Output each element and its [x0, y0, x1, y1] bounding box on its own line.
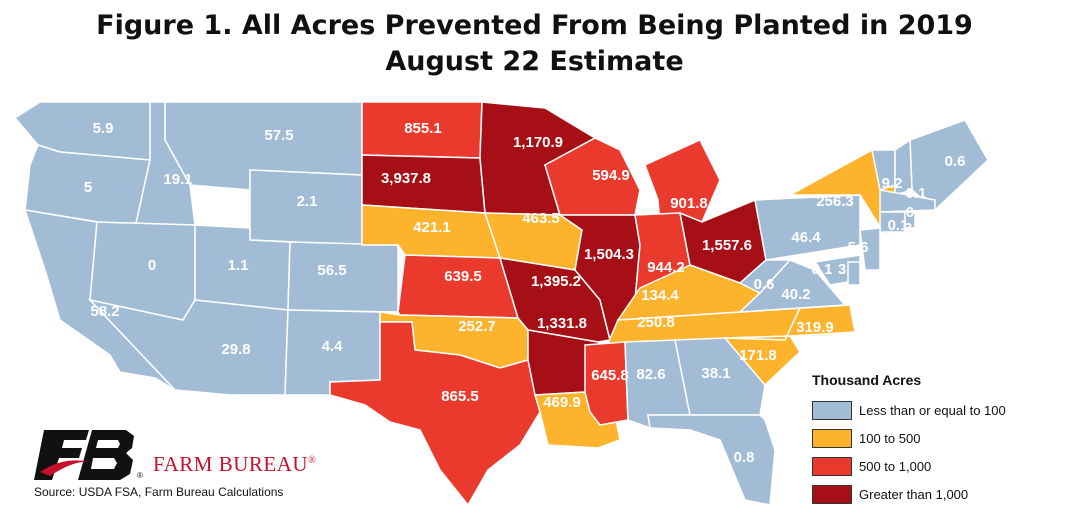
state-ma — [879, 189, 936, 213]
state-label-ar: 1,331.8 — [537, 315, 587, 332]
state-label-oh: 1,557.6 — [702, 237, 752, 254]
state-label-or: 5 — [84, 179, 92, 196]
state-label-de: 3 — [838, 261, 846, 278]
state-ri — [904, 211, 916, 229]
state-label-nj: 5.6 — [848, 239, 869, 256]
state-label-ga: 38.1 — [701, 365, 730, 382]
title-line-1: Figure 1. All Acres Prevented From Being… — [96, 10, 973, 41]
state-label-ma: 0 — [906, 204, 914, 221]
state-mi — [644, 139, 721, 226]
organization-name-text: FARM BUREAU — [153, 452, 309, 476]
organization-name: FARM BUREAU® — [153, 452, 316, 477]
state-label-md: 8.1 — [812, 261, 833, 278]
state-label-nv: 0 — [148, 257, 156, 274]
state-label-ri: 3 — [904, 220, 912, 237]
state-label-la: 469.9 — [543, 394, 581, 411]
state-label-me: 0.6 — [945, 153, 966, 170]
legend-item-mid: 100 to 500 — [812, 424, 1062, 452]
source-note: Source: USDA FSA, Farm Bureau Calculatio… — [34, 485, 284, 499]
state-label-az: 29.8 — [221, 341, 250, 358]
state-de — [847, 261, 861, 286]
state-label-nc: 319.9 — [796, 319, 834, 336]
state-label-ms: 645.8 — [591, 367, 629, 384]
title-line-2: August 22 Estimate — [385, 46, 684, 77]
legend-label-very-high: Greater than 1,000 — [859, 486, 969, 502]
state-wv — [738, 259, 792, 294]
state-label-wi: 594.9 — [592, 167, 630, 184]
state-label-tn: 250.8 — [637, 314, 675, 331]
state-label-ca: 58.2 — [90, 303, 119, 320]
state-label-va: 40.2 — [781, 286, 810, 303]
state-label-al: 82.6 — [636, 366, 665, 383]
state-pa — [754, 194, 861, 261]
state-nc — [724, 304, 856, 341]
state-label-pa: 46.4 — [791, 229, 821, 246]
legend-swatch-low — [812, 400, 852, 420]
state-label-nd: 855.1 — [404, 120, 442, 137]
state-tx — [329, 321, 541, 507]
legend-label-low: Less than or equal to 100 — [859, 402, 1006, 418]
state-shapes — [13, 101, 989, 507]
legend-item-low: Less than or equal to 100 — [812, 396, 1062, 424]
state-label-wa: 5.9 — [93, 120, 114, 137]
state-label-sd: 3,937.8 — [381, 170, 431, 187]
state-label-ny: 256.3 — [816, 193, 854, 210]
state-label-mn: 1,170.9 — [513, 134, 563, 151]
state-label-ne: 421.1 — [413, 219, 451, 236]
legend-swatch-high — [812, 456, 852, 476]
state-ks — [397, 254, 520, 319]
state-label-ut: 1.1 — [228, 257, 249, 274]
chart-title: Figure 1. All Acres Prevented From Being… — [0, 8, 1069, 80]
svg-text:®: ® — [137, 471, 143, 480]
state-label-ky: 134.4 — [641, 287, 679, 304]
legend-label-mid: 100 to 500 — [859, 430, 921, 446]
state-label-ct: 0.1 — [888, 217, 909, 234]
state-labels: 5.9 5 58.2 19.1 0 57.5 2.1 1.1 56.5 29.8 4.4 855.1 3… — [84, 120, 966, 466]
state-label-mi: 901.8 — [670, 195, 708, 212]
state-label-id: 19.1 — [163, 171, 192, 188]
state-label-sc: 171.8 — [739, 347, 777, 364]
state-label-nm: 4.4 — [322, 338, 344, 355]
state-ga — [674, 337, 766, 416]
registered-mark-icon: ® — [308, 455, 317, 466]
state-label-in: 944.2 — [647, 259, 685, 276]
legend-swatch-mid — [812, 428, 852, 448]
state-nh — [894, 138, 913, 197]
farm-bureau-logo-icon: ® — [34, 430, 143, 480]
state-label-tx: 865.5 — [441, 388, 479, 405]
state-label-wy: 2.1 — [297, 193, 318, 210]
state-ct — [879, 211, 906, 233]
legend-title: Thousand Acres — [812, 372, 922, 388]
state-label-fl: 0.8 — [734, 449, 755, 466]
state-nj — [859, 227, 881, 271]
legend-item-high: 500 to 1,000 — [812, 452, 1062, 480]
state-az — [87, 298, 289, 396]
legend-swatch-very-high — [812, 484, 852, 504]
state-label-ks: 639.5 — [444, 268, 482, 285]
state-label-ok: 252.7 — [458, 318, 496, 335]
legend: Thousand Acres Less than or equal to 100… — [812, 372, 1062, 508]
state-fl — [647, 414, 776, 506]
state-label-il: 1,504.3 — [584, 246, 634, 263]
state-label-nh: 0.1 — [906, 185, 927, 202]
state-label-wv: 0.6 — [754, 276, 775, 293]
legend-label-high: 500 to 1,000 — [859, 458, 932, 474]
state-label-mt: 57.5 — [264, 127, 293, 144]
legend-item-very-high: Greater than 1,000 — [812, 480, 1062, 508]
state-label-mo: 1,395.2 — [531, 273, 581, 290]
state-label-co: 56.5 — [317, 262, 346, 279]
state-label-ia: 463.5 — [522, 210, 560, 227]
state-label-vt: 9.2 — [882, 175, 903, 192]
